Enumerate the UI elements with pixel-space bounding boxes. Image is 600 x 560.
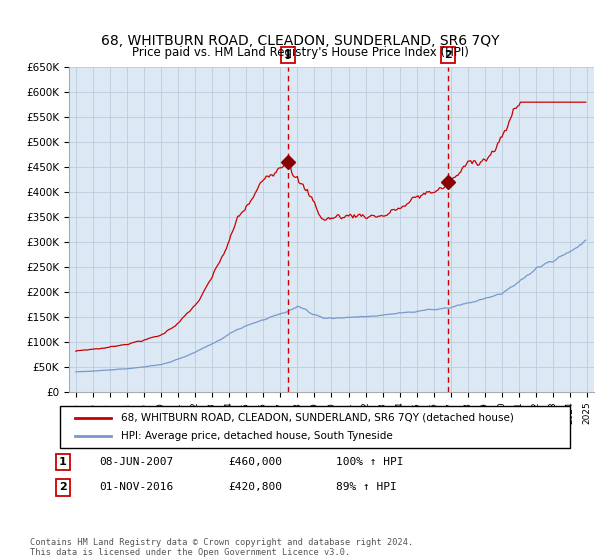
Text: 89% ↑ HPI: 89% ↑ HPI (336, 482, 397, 492)
Text: HPI: Average price, detached house, South Tyneside: HPI: Average price, detached house, Sout… (121, 431, 393, 441)
Text: 01-NOV-2016: 01-NOV-2016 (99, 482, 173, 492)
FancyBboxPatch shape (60, 406, 570, 448)
Text: 08-JUN-2007: 08-JUN-2007 (99, 457, 173, 467)
Text: 68, WHITBURN ROAD, CLEADON, SUNDERLAND, SR6 7QY: 68, WHITBURN ROAD, CLEADON, SUNDERLAND, … (101, 34, 499, 48)
Text: Price paid vs. HM Land Registry's House Price Index (HPI): Price paid vs. HM Land Registry's House … (131, 46, 469, 59)
Text: 1: 1 (59, 457, 67, 467)
Text: 68, WHITBURN ROAD, CLEADON, SUNDERLAND, SR6 7QY (detached house): 68, WHITBURN ROAD, CLEADON, SUNDERLAND, … (121, 413, 514, 423)
Text: £460,000: £460,000 (228, 457, 282, 467)
Text: 1: 1 (284, 50, 292, 60)
Text: 100% ↑ HPI: 100% ↑ HPI (336, 457, 404, 467)
Text: 2: 2 (444, 50, 452, 60)
Text: 2: 2 (59, 482, 67, 492)
Text: £420,800: £420,800 (228, 482, 282, 492)
Text: Contains HM Land Registry data © Crown copyright and database right 2024.
This d: Contains HM Land Registry data © Crown c… (30, 538, 413, 557)
